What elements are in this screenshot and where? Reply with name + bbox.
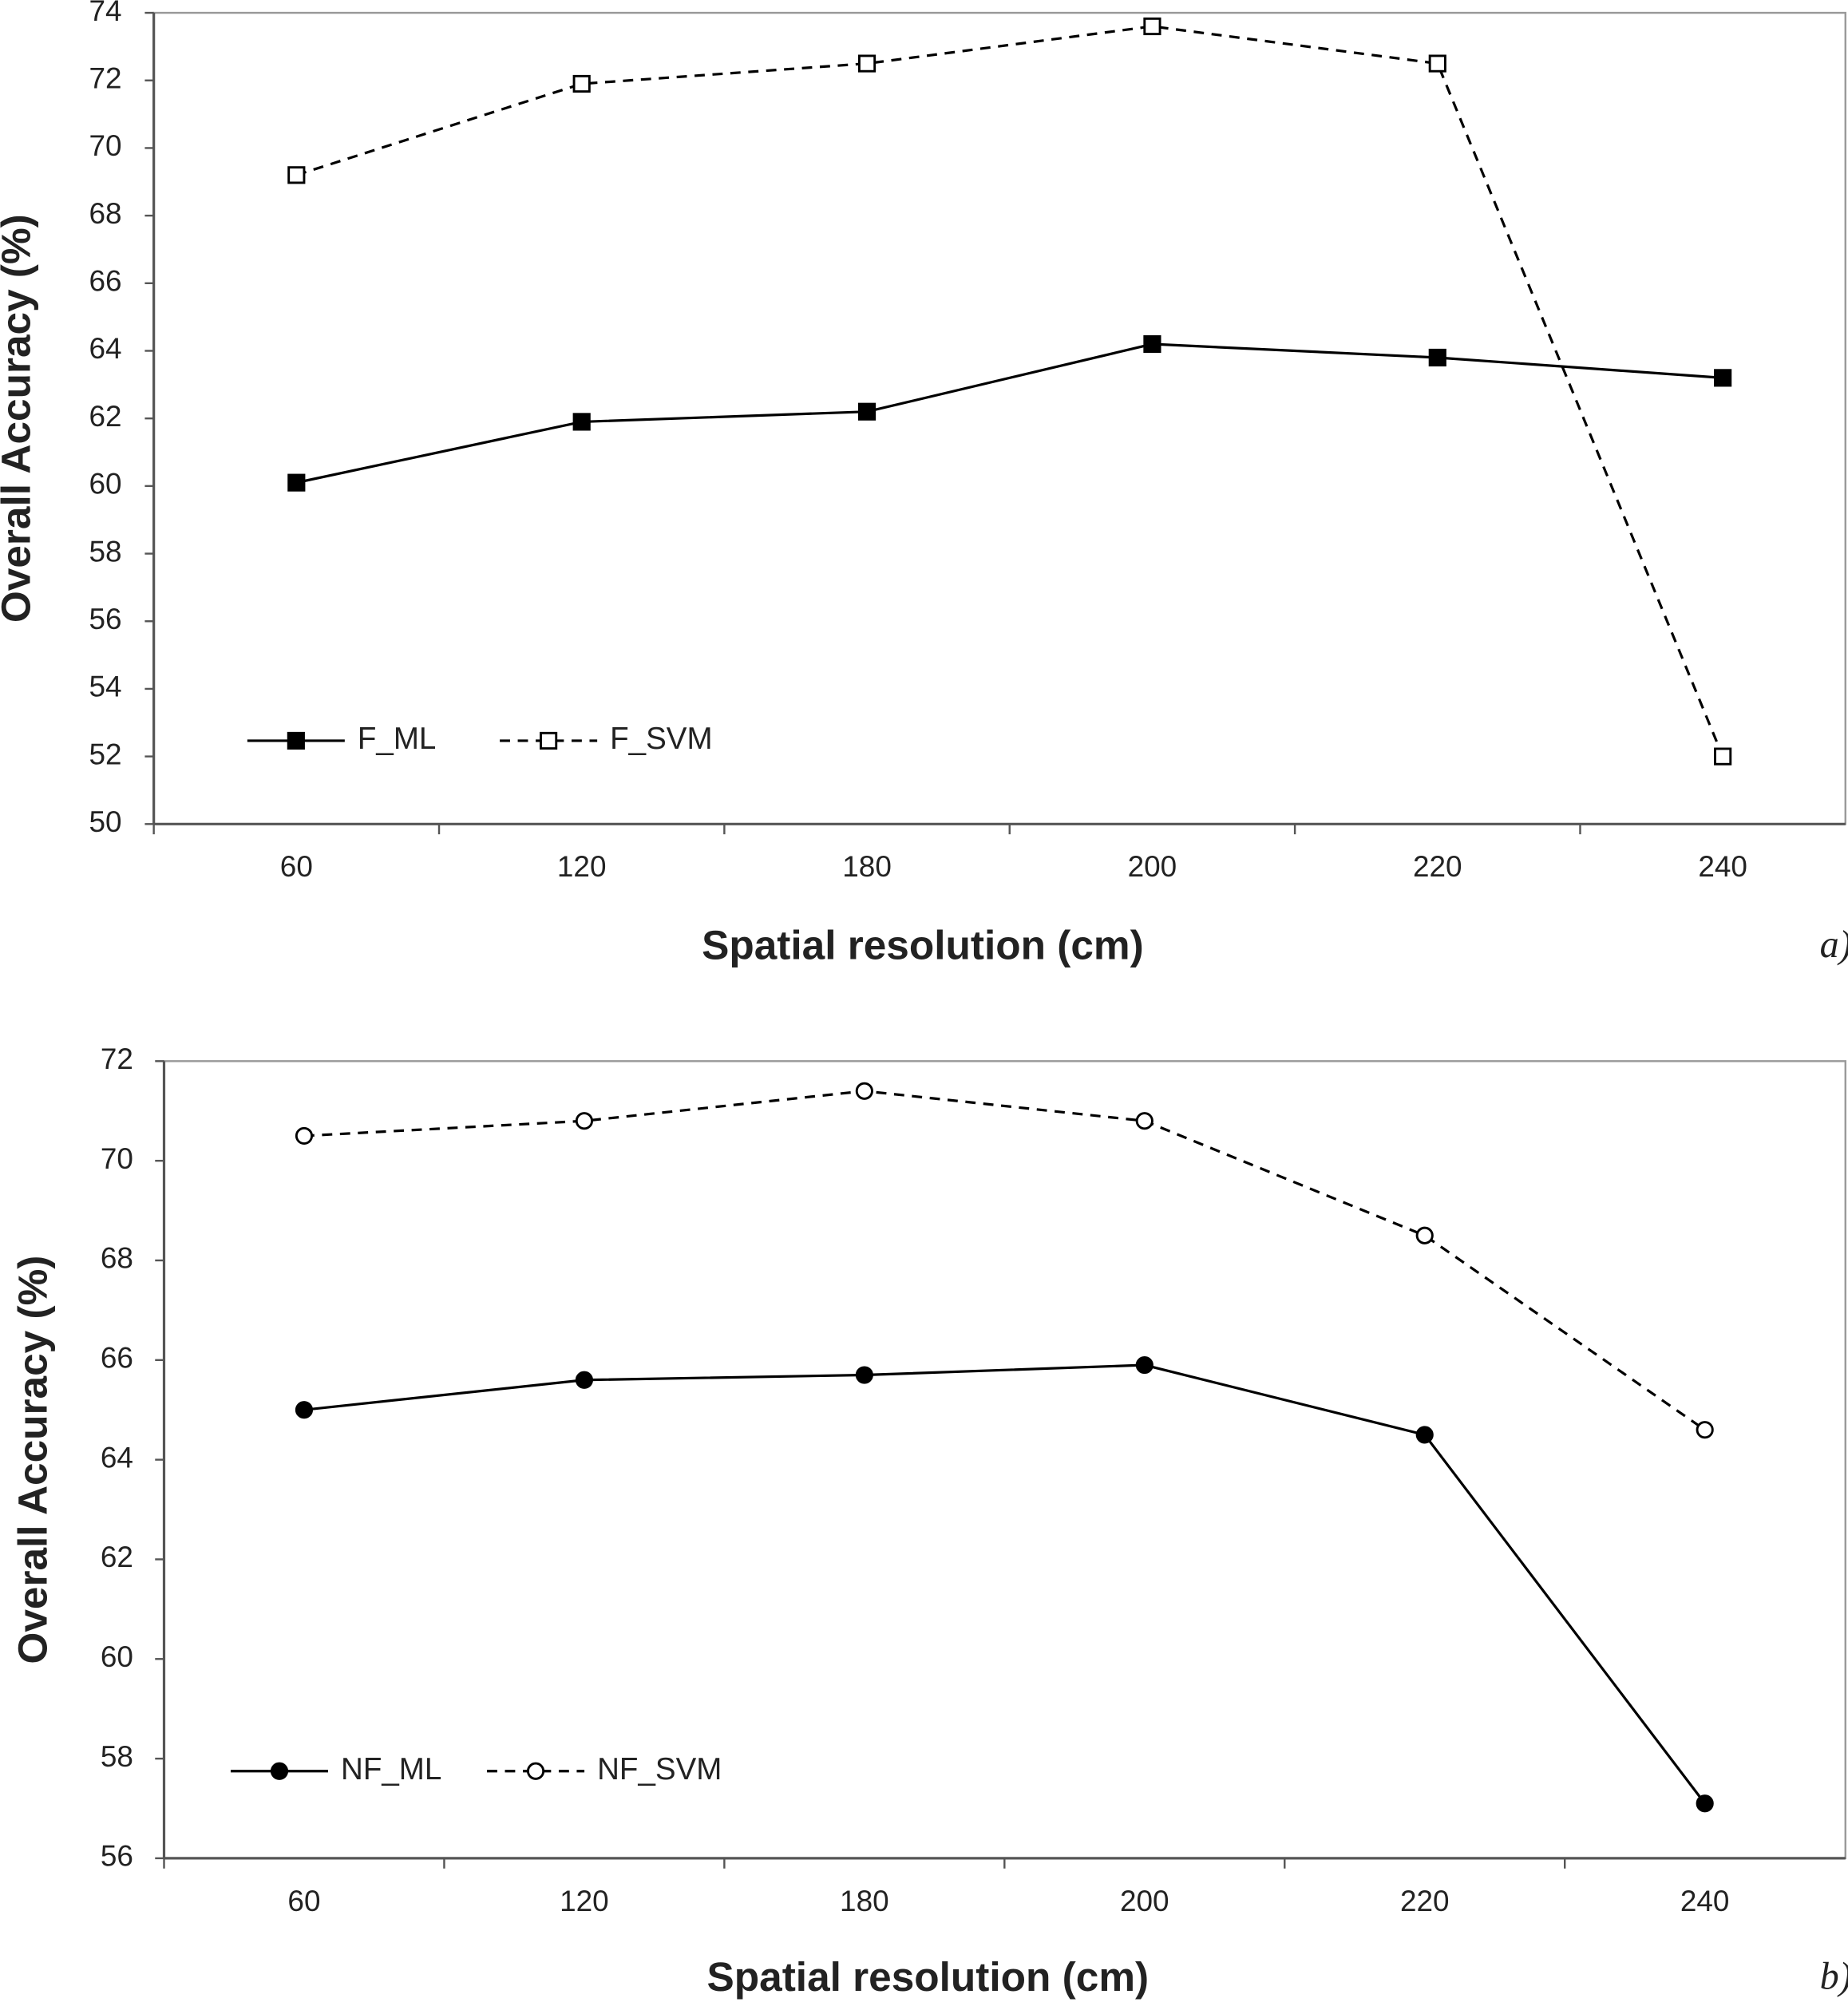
plot-frame — [152, 11, 1846, 825]
x-tick-label: 200 — [1120, 1885, 1169, 1917]
marker — [1135, 1112, 1154, 1130]
marker — [1143, 334, 1161, 354]
marker — [855, 1082, 873, 1100]
legend-marker — [270, 1762, 289, 1780]
x-axis-title: Spatial resolution (cm) — [707, 1953, 1150, 2000]
y-tick-label: 60 — [101, 1640, 133, 1673]
y-tick-label: 64 — [101, 1441, 133, 1474]
marker — [295, 1126, 314, 1145]
legend-label: NF_SVM — [597, 1752, 722, 1786]
marker — [1714, 369, 1732, 387]
marker — [575, 1112, 593, 1130]
marker — [572, 413, 591, 431]
y-tick-label: 60 — [89, 468, 121, 501]
y-tick-label: 58 — [101, 1740, 133, 1773]
marker — [287, 473, 306, 492]
marker — [1714, 747, 1732, 766]
series-line — [303, 1090, 1706, 1431]
marker — [1415, 1426, 1434, 1444]
y-tick-label: 56 — [101, 1840, 133, 1873]
marker — [1696, 1421, 1714, 1439]
legend-marker — [540, 731, 558, 750]
y-tick-label: 66 — [89, 265, 121, 298]
marker — [1415, 1226, 1434, 1244]
y-tick-label: 74 — [89, 0, 121, 27]
marker — [295, 1401, 314, 1419]
x-tick-label: 240 — [1680, 1885, 1730, 1917]
marker — [572, 74, 591, 93]
marker — [855, 1366, 873, 1384]
x-tick-label: 200 — [1128, 850, 1177, 883]
y-tick-label: 58 — [89, 535, 121, 568]
x-tick-label: 60 — [280, 850, 313, 883]
x-tick-label: 180 — [842, 850, 892, 883]
y-tick-label: 54 — [89, 671, 121, 703]
y-tick-label: 70 — [101, 1142, 133, 1175]
x-tick-label: 240 — [1698, 850, 1747, 883]
marker — [575, 1371, 593, 1389]
y-tick-label: 70 — [89, 129, 121, 162]
marker — [1135, 1355, 1154, 1375]
y-tick-label: 68 — [89, 197, 121, 230]
x-tick-label: 220 — [1413, 850, 1462, 883]
panel-label: b) — [1820, 1955, 1848, 1997]
y-tick-label: 66 — [101, 1342, 133, 1375]
x-axis-title: Spatial resolution (cm) — [702, 922, 1144, 968]
y-tick-label: 72 — [101, 1043, 133, 1075]
plot-frame — [163, 1060, 1846, 1860]
x-tick-label: 60 — [287, 1885, 320, 1917]
marker — [857, 54, 877, 73]
x-tick-label: 120 — [557, 850, 607, 883]
marker — [1696, 1794, 1714, 1813]
x-tick-label: 220 — [1400, 1885, 1450, 1917]
marker — [1143, 17, 1161, 36]
y-axis-title: Overall Accuracy (%) — [0, 214, 39, 623]
marker — [1428, 54, 1446, 73]
y-tick-label: 64 — [89, 332, 121, 365]
x-tick-label: 180 — [840, 1885, 889, 1917]
panel-label: a) — [1820, 924, 1848, 966]
y-axis-title: Overall Accuracy (%) — [10, 1256, 56, 1664]
y-tick-label: 68 — [101, 1242, 133, 1275]
y-tick-label: 62 — [101, 1541, 133, 1573]
y-tick-label: 72 — [89, 61, 121, 94]
series-line — [295, 342, 1723, 485]
series-line — [303, 1363, 1706, 1805]
legend-label: F_SVM — [610, 722, 712, 756]
legend-label: F_ML — [358, 722, 436, 756]
y-tick-label: 56 — [89, 603, 121, 635]
legend-marker — [526, 1762, 545, 1780]
legend-marker — [287, 731, 305, 750]
legend-label: NF_ML — [341, 1752, 441, 1786]
marker — [857, 402, 877, 421]
y-tick-label: 52 — [89, 738, 121, 770]
series-line — [295, 25, 1724, 758]
marker — [287, 166, 306, 184]
y-tick-label: 50 — [89, 805, 121, 838]
y-tick-label: 62 — [89, 400, 121, 433]
x-tick-label: 120 — [560, 1885, 609, 1917]
marker — [1428, 348, 1446, 367]
